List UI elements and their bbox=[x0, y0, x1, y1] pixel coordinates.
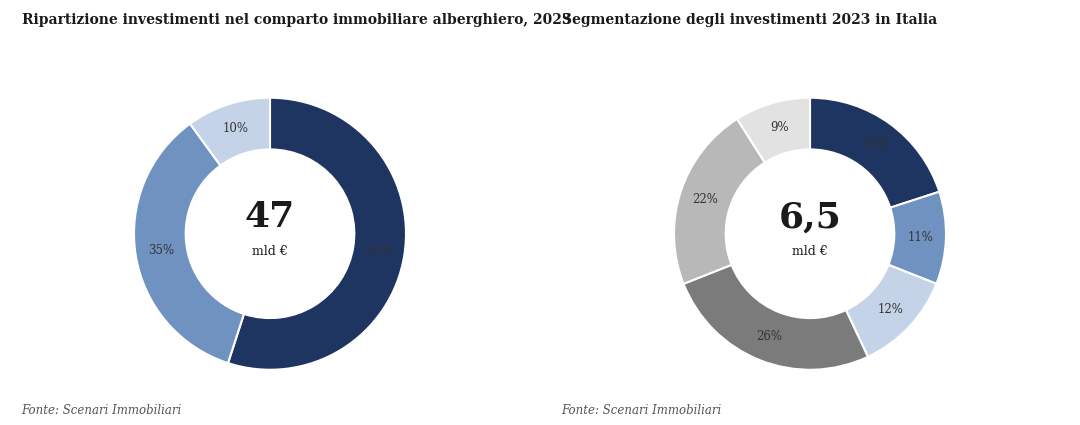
Text: 47: 47 bbox=[245, 201, 295, 235]
Wedge shape bbox=[228, 98, 406, 370]
Text: Fonte: Scenari Immobiliari: Fonte: Scenari Immobiliari bbox=[562, 403, 721, 416]
Text: 10%: 10% bbox=[222, 122, 249, 136]
Wedge shape bbox=[190, 98, 270, 165]
Wedge shape bbox=[889, 192, 946, 284]
Wedge shape bbox=[674, 119, 765, 284]
Wedge shape bbox=[846, 265, 936, 357]
Text: mld €: mld € bbox=[252, 245, 288, 258]
Text: Segmentazione degli investimenti 2023 in Italia: Segmentazione degli investimenti 2023 in… bbox=[562, 13, 936, 27]
Text: 11%: 11% bbox=[907, 231, 933, 244]
Text: 35%: 35% bbox=[148, 244, 174, 258]
Wedge shape bbox=[684, 265, 868, 370]
Wedge shape bbox=[810, 98, 940, 208]
Text: Ripartizione investimenti nel comparto immobiliare alberghiero, 2023: Ripartizione investimenti nel comparto i… bbox=[22, 13, 571, 27]
Text: 22%: 22% bbox=[692, 193, 718, 206]
Text: 55%: 55% bbox=[366, 244, 392, 258]
Text: 26%: 26% bbox=[756, 330, 782, 343]
Wedge shape bbox=[738, 98, 810, 162]
Text: 9%: 9% bbox=[770, 122, 788, 134]
Text: Fonte: Scenari Immobiliari: Fonte: Scenari Immobiliari bbox=[22, 403, 181, 416]
Text: 6,5: 6,5 bbox=[779, 201, 841, 235]
Text: mld €: mld € bbox=[792, 245, 828, 258]
Text: 12%: 12% bbox=[877, 303, 903, 316]
Text: 20%: 20% bbox=[862, 138, 888, 151]
Wedge shape bbox=[134, 124, 244, 363]
